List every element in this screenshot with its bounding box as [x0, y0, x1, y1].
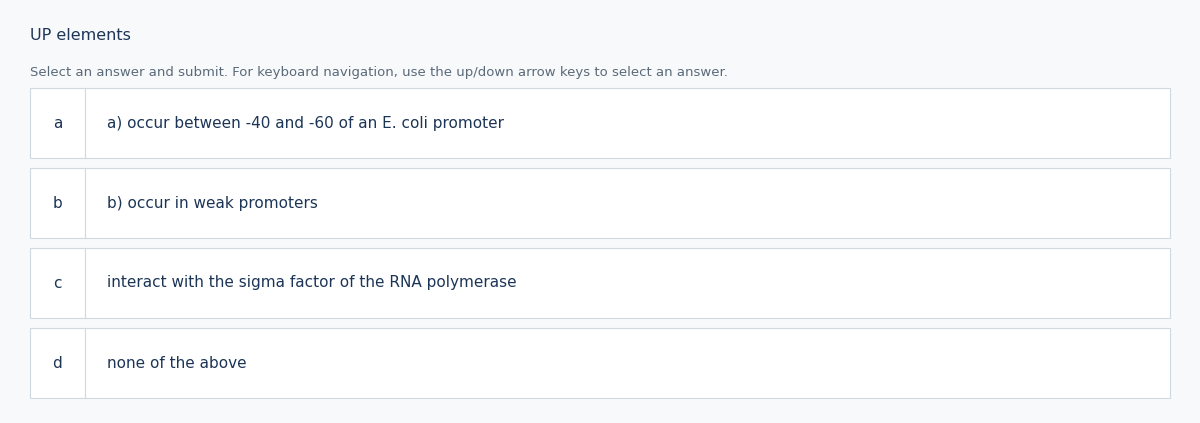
Text: none of the above: none of the above	[107, 355, 247, 371]
FancyBboxPatch shape	[30, 168, 1170, 238]
Text: d: d	[53, 355, 62, 371]
FancyBboxPatch shape	[30, 248, 1170, 318]
Text: c: c	[53, 275, 61, 291]
Text: a) occur between -40 and -60 of an E. coli promoter: a) occur between -40 and -60 of an E. co…	[107, 115, 504, 131]
Text: b: b	[53, 195, 62, 211]
Text: b) occur in weak promoters: b) occur in weak promoters	[107, 195, 318, 211]
FancyBboxPatch shape	[30, 88, 1170, 158]
Text: a: a	[53, 115, 62, 131]
Text: UP elements: UP elements	[30, 28, 131, 43]
Text: interact with the sigma factor of the RNA polymerase: interact with the sigma factor of the RN…	[107, 275, 517, 291]
Text: Select an answer and submit. For keyboard navigation, use the up/down arrow keys: Select an answer and submit. For keyboar…	[30, 66, 728, 79]
FancyBboxPatch shape	[30, 328, 1170, 398]
